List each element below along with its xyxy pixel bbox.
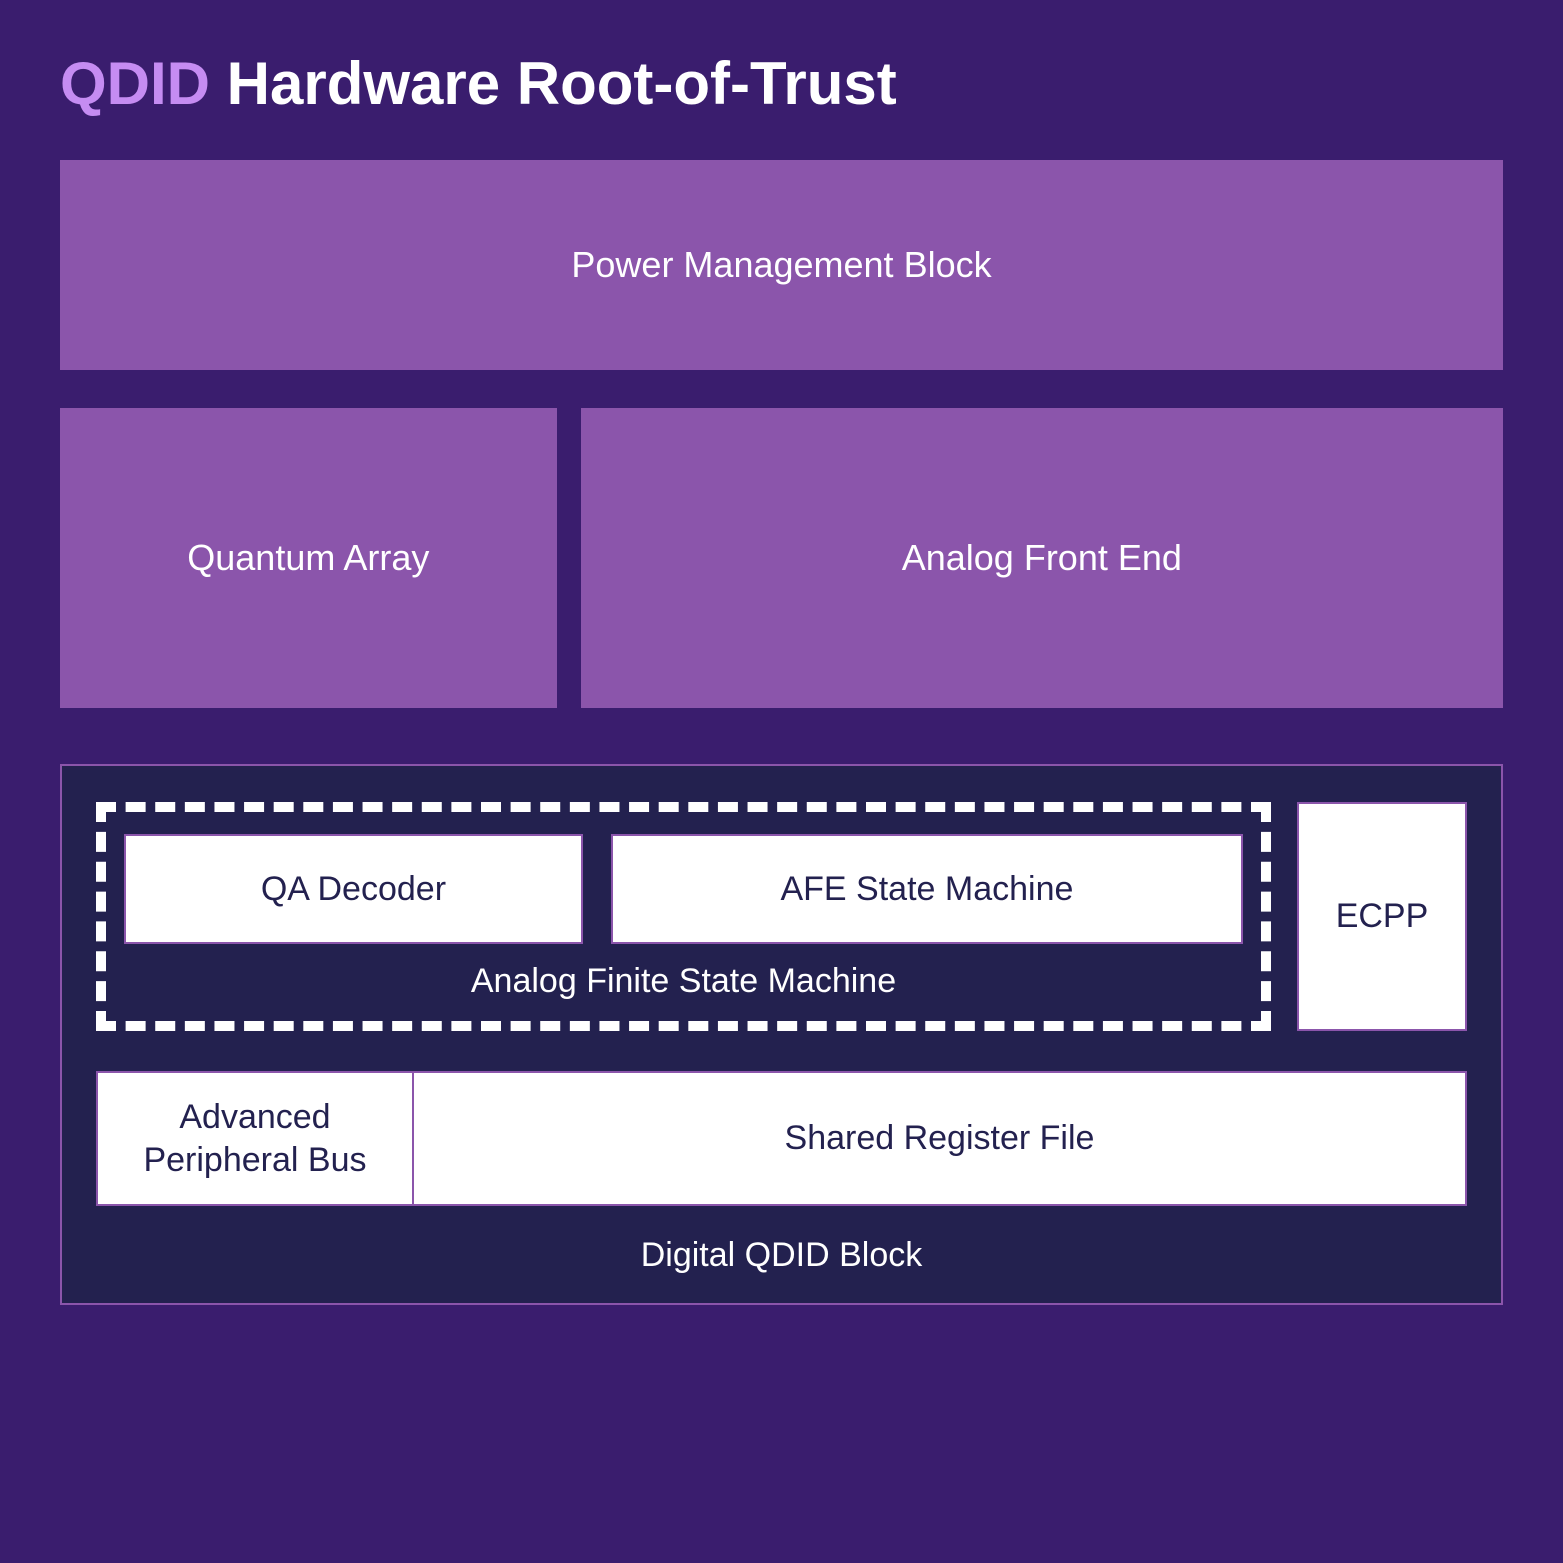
title-rest: Hardware Root-of-Trust	[210, 50, 897, 117]
qa-decoder-box: QA Decoder	[124, 834, 583, 944]
shared-register-file-box: Shared Register File	[412, 1071, 1467, 1206]
diagram-title: QDID Hardware Root-of-Trust	[60, 48, 1503, 120]
analog-front-end-block: Analog Front End	[581, 408, 1503, 708]
title-accent: QDID	[60, 50, 210, 117]
mid-row: Quantum Array Analog Front End	[60, 408, 1503, 708]
afsm-label: Analog Finite State Machine	[124, 944, 1243, 1021]
power-management-block: Power Management Block	[60, 160, 1503, 370]
afsm-row: QA Decoder AFE State Machine Analog Fini…	[96, 802, 1467, 1031]
diagram-canvas: QDID Hardware Root-of-Trust Power Manage…	[0, 0, 1563, 1563]
digital-qdid-block: QA Decoder AFE State Machine Analog Fini…	[60, 764, 1503, 1305]
digital-qdid-label: Digital QDID Block	[96, 1206, 1467, 1303]
afe-state-machine-box: AFE State Machine	[611, 834, 1243, 944]
quantum-array-block: Quantum Array	[60, 408, 557, 708]
ecpp-box: ECPP	[1297, 802, 1467, 1031]
analog-fsm-box: QA Decoder AFE State Machine Analog Fini…	[96, 802, 1271, 1031]
digital-row2: Advanced Peripheral Bus Shared Register …	[96, 1071, 1467, 1206]
advanced-peripheral-bus-box: Advanced Peripheral Bus	[96, 1071, 412, 1206]
afsm-inner-row: QA Decoder AFE State Machine	[124, 834, 1243, 944]
